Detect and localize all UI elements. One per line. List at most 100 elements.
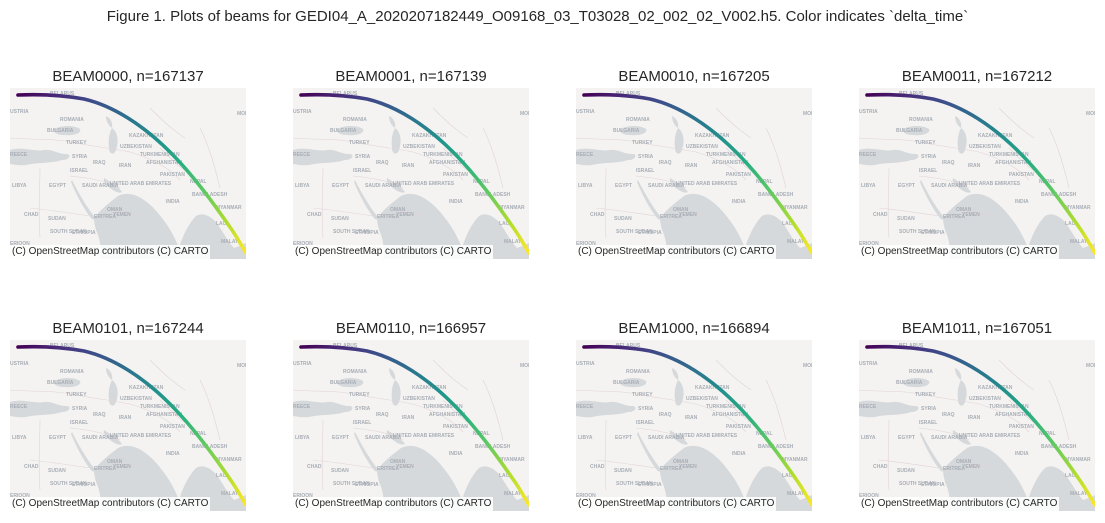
country-label: USTRIA [576,109,595,115]
country-border [918,141,980,153]
map-view[interactable]: BELARUS USTRIA ROMANIA BULGARIA KAZAKHSTAN MO… [859,88,1095,259]
country-label: ETHIOPIA [638,230,662,236]
country-label: UNITED ARAB EMIRATES [110,181,172,187]
map-view[interactable]: BELARUS USTRIA ROMANIA BULGARIA KAZAKHSTAN MO… [293,88,529,259]
persian-gulf [669,430,688,445]
country-label: MONG [803,363,812,369]
map-attribution[interactable]: (C) OpenStreetMap contributors (C) CARTO [293,497,494,511]
country-label: MALAY [787,239,805,245]
map-attribution[interactable]: (C) OpenStreetMap contributors (C) CARTO [859,497,1060,511]
country-label: INDIA [449,199,463,205]
country-label: SUDAN [614,468,632,474]
country-border [675,459,707,467]
basemap: BELARUS USTRIA ROMANIA BULGARIA KAZAKHSTAN MO… [10,88,246,259]
indian-ocean [94,445,246,511]
country-label: SYRIA [638,154,654,160]
country-border [29,207,91,217]
beam-track [582,92,812,255]
country-label: YEMEN [396,464,414,470]
caspian-sea [391,380,401,406]
red-sea [71,180,95,220]
country-label: UZBEKISTAN [120,396,152,402]
country-label: ROMANIA [343,369,367,375]
map-attribution[interactable]: (C) OpenStreetMap contributors (C) CARTO [859,245,1060,259]
country-label: SUDAN [48,216,66,222]
country-label: INDIA [166,199,180,205]
country-label: LAO [1065,221,1076,227]
country-label: UZBEKISTAN [969,144,1001,150]
country-label: BELARUS [899,343,924,349]
country-border [352,175,404,189]
country-label: ISRAEL [353,168,371,174]
country-border [69,427,121,441]
black-sea [619,378,647,388]
country-label: SAUDI ARABIA [82,435,119,441]
country-border [1048,379,1070,441]
map-view[interactable]: BELARUS USTRIA ROMANIA BULGARIA KAZAKHSTAN MO… [10,340,246,511]
country-label: USTRIA [10,361,29,367]
country-label: UNITED ARAB EMIRATES [959,433,1021,439]
country-border [978,403,1030,433]
country-border [887,167,890,239]
caspian-sea [957,380,967,406]
map-view[interactable]: BELARUS USTRIA ROMANIA BULGARIA KAZAKHSTAN MO… [293,340,529,511]
country-border [412,403,464,433]
country-label: UNITED ARAB EMIRATES [959,181,1021,187]
country-label: TURKMENISTAN [140,152,180,158]
country-border [715,107,752,139]
map-attribution[interactable]: (C) OpenStreetMap contributors (C) CARTO [293,245,494,259]
country-label: SYRIA [921,406,937,412]
country-label: LIBYA [295,435,310,441]
country-border [918,393,980,405]
beam-track [865,92,1095,255]
country-label: UNITED ARAB EMIRATES [676,433,738,439]
map-attribution[interactable]: (C) OpenStreetMap contributors (C) CARTO [10,497,211,511]
map-view[interactable]: BELARUS USTRIA ROMANIA BULGARIA KAZAKHSTAN MO… [859,340,1095,511]
country-label: ERIOON [859,493,879,499]
country-label: SAUDI ARABIA [82,183,119,189]
country-border [998,359,1035,391]
persian-gulf [669,178,688,193]
country-label: SOUTH SUDAN [333,229,370,235]
country-border [321,167,324,239]
country-label: MONG [237,111,246,117]
map-view[interactable]: BELARUS USTRIA ROMANIA BULGARIA KAZAKHSTAN MO… [10,88,246,259]
map-view[interactable]: BELARUS USTRIA ROMANIA BULGARIA KAZAKHSTAN MO… [576,340,812,511]
country-label: TURKMENISTAN [423,404,463,410]
country-label: MYANMAR [782,457,808,463]
map-view[interactable]: BELARUS USTRIA ROMANIA BULGARIA KAZAKHSTAN MO… [576,88,812,259]
map-attribution[interactable]: (C) OpenStreetMap contributors (C) CARTO [576,497,777,511]
country-border [878,459,940,469]
country-label: IRAQ [93,412,106,418]
country-border [635,427,687,441]
country-label: CHAD [873,464,888,470]
country-label: ERITREA [943,214,965,220]
country-border [10,137,71,143]
basemap: BELARUS USTRIA ROMANIA BULGARIA KAZAKHSTAN MO… [10,340,246,511]
red-sea [920,432,944,472]
country-label: YEMEN [679,212,697,218]
country-label: OMAN [107,207,123,213]
map-attribution[interactable]: (C) OpenStreetMap contributors (C) CARTO [576,245,777,259]
country-border [635,393,697,405]
map-attribution[interactable]: (C) OpenStreetMap contributors (C) CARTO [10,245,211,259]
country-label: MYANMAR [216,205,242,211]
country-label: SAUDI ARABIA [648,183,685,189]
country-label: PAKISTAN [160,424,185,430]
country-label: BELARUS [333,343,358,349]
red-sea [354,432,378,472]
country-label: SAUDI ARABIA [365,183,402,189]
country-border [38,167,41,239]
red-sea [637,432,661,472]
country-label: MALAY [1070,491,1088,497]
country-label: BELARUS [50,91,75,97]
panel-title: BEAM0001, n=167139 [335,68,487,85]
country-label: MONG [803,111,812,117]
basemap: BELARUS USTRIA ROMANIA BULGARIA KAZAKHSTAN MO… [293,340,529,511]
figure-title: Figure 1. Plots of beams for GEDI04_A_20… [106,8,969,25]
country-border [859,389,920,395]
country-label: SUDAN [614,216,632,222]
country-label: ROMANIA [909,369,933,375]
country-label: EGYPT [898,435,915,441]
country-label: INDIA [449,451,463,457]
